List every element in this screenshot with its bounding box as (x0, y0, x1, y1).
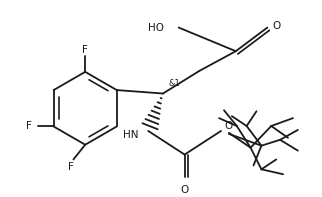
Text: O: O (181, 185, 189, 195)
Text: F: F (26, 122, 32, 131)
Text: F: F (82, 45, 88, 55)
Text: HN: HN (123, 130, 138, 140)
Text: &1: &1 (169, 79, 181, 88)
Text: O: O (224, 121, 232, 131)
Text: O: O (272, 21, 280, 31)
Text: HO: HO (148, 23, 164, 33)
Text: F: F (69, 162, 74, 172)
